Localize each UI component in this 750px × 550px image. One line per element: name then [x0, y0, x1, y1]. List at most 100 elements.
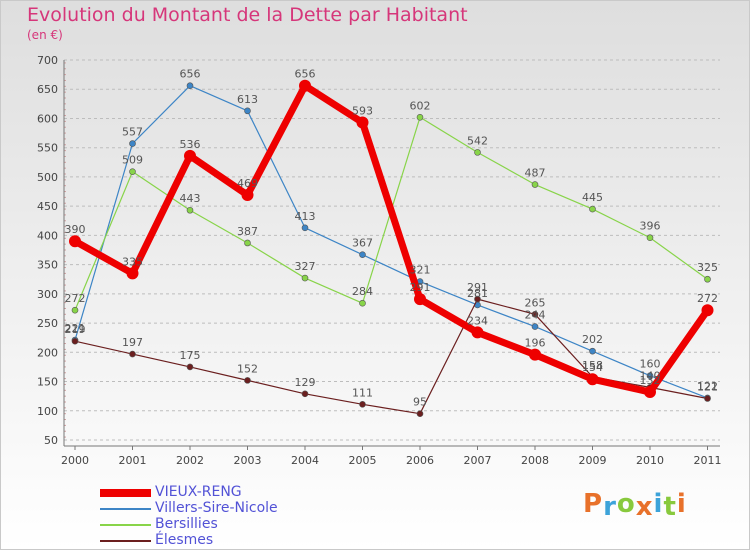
chart-unit: (en €) — [27, 28, 63, 42]
data-point — [589, 205, 596, 213]
data-point — [301, 224, 309, 232]
data-point — [244, 107, 251, 115]
data-point — [129, 168, 136, 175]
data-label: 281 — [467, 287, 488, 300]
legend-swatch — [100, 489, 151, 497]
data-point — [71, 337, 79, 345]
data-label: 390 — [65, 223, 86, 236]
data-label: 542 — [467, 134, 488, 147]
data-label: 111 — [352, 386, 373, 399]
y-tick-label: 350 — [37, 259, 58, 272]
y-tick-label: 150 — [37, 376, 58, 389]
x-tick-label: 2010 — [636, 454, 664, 467]
data-point — [704, 275, 711, 283]
data-label: 291 — [410, 281, 431, 294]
legend-label: Bersillies — [155, 516, 218, 532]
x-tick-label: 2007 — [464, 454, 492, 467]
data-point — [474, 295, 481, 303]
data-point — [186, 82, 194, 90]
data-point — [471, 326, 484, 339]
data-point — [416, 410, 424, 417]
brand-letter: x — [635, 492, 654, 522]
data-label: 593 — [352, 105, 373, 118]
y-tick-label: 650 — [37, 83, 58, 96]
y-tick-label: 200 — [37, 346, 58, 359]
data-point — [244, 239, 251, 247]
data-point — [71, 306, 79, 314]
data-label: 509 — [122, 154, 143, 167]
legend-swatch — [100, 540, 151, 542]
data-label: 367 — [352, 237, 373, 250]
brand-logo: Proxiti — [583, 489, 687, 522]
data-point — [356, 116, 369, 129]
data-label: 487 — [525, 167, 546, 180]
legend-swatch — [100, 524, 151, 526]
data-label: 536 — [180, 138, 201, 151]
data-label: 140 — [640, 369, 661, 382]
y-tick-label: 550 — [37, 142, 58, 155]
data-label: 327 — [295, 260, 316, 273]
data-label: 272 — [65, 292, 86, 305]
brand-letter: i — [653, 489, 664, 519]
data-label: 197 — [122, 336, 143, 349]
chart-title: Evolution du Montant de la Dette par Hab… — [27, 4, 468, 26]
data-label: 413 — [295, 210, 316, 223]
data-point — [244, 377, 251, 384]
data-label: 160 — [640, 358, 661, 371]
data-label: 272 — [697, 292, 718, 305]
data-label: 129 — [295, 376, 316, 389]
data-point — [301, 390, 309, 398]
brand-letter: o — [616, 489, 636, 519]
data-label: 557 — [122, 126, 143, 139]
y-tick-label: 100 — [37, 405, 58, 418]
data-point — [301, 274, 309, 282]
data-label: 121 — [697, 380, 718, 393]
data-point — [531, 323, 539, 330]
y-tick-label: 600 — [37, 112, 58, 125]
data-label: 469 — [237, 177, 258, 190]
data-point — [126, 267, 139, 280]
x-tick-label: 2005 — [349, 454, 377, 467]
brand-letter: r — [603, 492, 617, 522]
brand-letter: P — [583, 489, 604, 519]
x-tick-label: 2004 — [291, 454, 319, 467]
data-label: 265 — [525, 296, 546, 309]
data-point — [186, 363, 194, 371]
x-tick-label: 2000 — [61, 454, 89, 467]
legend-swatch — [100, 508, 151, 510]
data-label: 656 — [295, 68, 316, 81]
data-label: 445 — [582, 191, 603, 204]
data-label: 158 — [582, 359, 603, 372]
data-label: 396 — [640, 220, 661, 233]
data-label: 95 — [413, 396, 427, 409]
data-point — [129, 350, 136, 358]
data-point — [531, 311, 539, 318]
data-point — [704, 395, 711, 402]
data-label: 335 — [122, 255, 143, 268]
data-label: 196 — [525, 337, 546, 350]
data-label: 291 — [467, 281, 488, 294]
data-point — [414, 293, 426, 306]
x-tick-label: 2003 — [234, 454, 262, 467]
data-point — [186, 206, 194, 214]
data-label: 325 — [697, 261, 718, 274]
data-point — [646, 234, 654, 242]
y-tick-label: 700 — [37, 54, 58, 67]
data-label: 284 — [352, 285, 373, 298]
data-point — [359, 299, 366, 307]
data-label: 244 — [525, 309, 546, 322]
data-label: 221 — [65, 322, 86, 335]
data-point — [644, 386, 656, 399]
data-point — [701, 304, 714, 317]
series-line — [74, 85, 709, 399]
y-tick-label: 250 — [37, 317, 58, 330]
data-label: 122 — [697, 380, 718, 393]
legend-label: VIEUX-RENG — [155, 484, 242, 500]
data-point — [241, 189, 254, 202]
data-point — [646, 372, 654, 379]
data-label: 656 — [180, 68, 201, 81]
data-label: 219 — [65, 323, 86, 336]
data-point — [359, 251, 366, 258]
data-point — [586, 373, 599, 386]
